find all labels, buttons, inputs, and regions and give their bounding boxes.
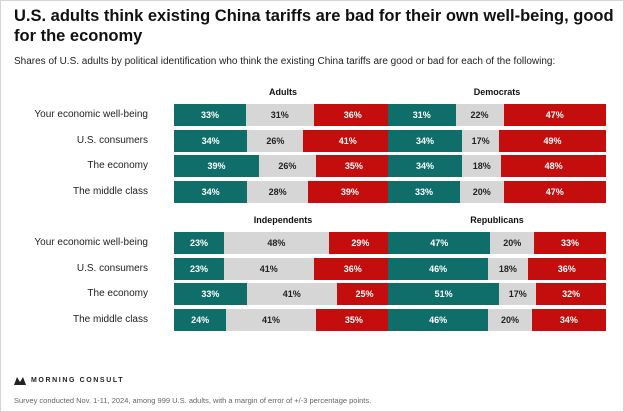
category-label: Your economic well-being bbox=[34, 237, 148, 248]
bar-segment-bad: 47% bbox=[503, 180, 606, 203]
bar-segment-neutral: 41% bbox=[224, 257, 314, 280]
bar-segment-good: 39% bbox=[174, 155, 260, 177]
bar-segment-bad: 36% bbox=[527, 257, 606, 280]
bar-segment-neutral: 20% bbox=[490, 232, 535, 254]
bar-segment-good: 34% bbox=[388, 155, 463, 177]
bar-segment-good: 33% bbox=[388, 180, 460, 203]
bar-segment-neutral: 18% bbox=[488, 257, 528, 280]
bar-segment-neutral: 26% bbox=[247, 129, 304, 152]
bar-segment-good: 33% bbox=[174, 283, 247, 305]
bar-segment-bad: 49% bbox=[499, 129, 606, 152]
bar-segment-good: 46% bbox=[388, 257, 489, 280]
bar-segment-good: 31% bbox=[388, 104, 456, 126]
panel-title: Independents bbox=[253, 215, 313, 225]
stacked-bar: 24% 41% 35% bbox=[174, 308, 392, 331]
panel-republicans: Republicans 47% 20% 33% 46% 18% 36% 51% 17% 32% 46… bbox=[388, 215, 606, 334]
chart-subtitle: Shares of U.S. adults by political ident… bbox=[14, 56, 556, 67]
panel-adults: Adults Your economic well-being 33% 31% 36% U… bbox=[14, 87, 392, 206]
bar-segment-neutral: 26% bbox=[259, 155, 316, 177]
bar-segment-good: 34% bbox=[388, 129, 463, 152]
panel-title: Republicans bbox=[470, 215, 524, 225]
category-label: The economy bbox=[87, 288, 148, 299]
bar-segment-bad: 33% bbox=[534, 232, 606, 254]
stacked-bar: 46% 18% 36% bbox=[388, 257, 606, 280]
stacked-bar: 33% 31% 36% bbox=[174, 104, 392, 126]
bar-segment-bad: 25% bbox=[336, 283, 392, 305]
category-label: U.S. consumers bbox=[76, 262, 148, 274]
bar-segment-bad: 36% bbox=[313, 257, 392, 280]
bar-segment-bad: 39% bbox=[307, 180, 392, 203]
bar-segment-good: 33% bbox=[174, 104, 246, 126]
bar-segment-good: 47% bbox=[388, 232, 491, 254]
stacked-bar: 33% 20% 47% bbox=[388, 180, 606, 203]
bar-segment-neutral: 41% bbox=[246, 283, 337, 305]
bar-segment-good: 51% bbox=[388, 283, 500, 305]
bar-segment-bad: 29% bbox=[328, 232, 392, 254]
category-label: U.S. consumers bbox=[76, 134, 148, 146]
bar-segment-neutral: 41% bbox=[226, 308, 316, 331]
panel-title: Democrats bbox=[473, 87, 521, 97]
stacked-bar: 33% 41% 25% bbox=[174, 283, 392, 305]
bar-segment-good: 34% bbox=[174, 129, 248, 152]
category-label: The economy bbox=[87, 160, 148, 171]
panel-independents: Independents Your economic well-being 23% 4… bbox=[14, 215, 392, 334]
category-label: Your economic well-being bbox=[34, 109, 148, 120]
brand-name: MORNING CONSULT bbox=[31, 377, 125, 384]
bar-segment-good: 23% bbox=[174, 257, 225, 280]
stacked-bar: 34% 26% 41% bbox=[174, 129, 392, 152]
bar-segment-neutral: 20% bbox=[459, 180, 504, 203]
chart-title: U.S. adults think existing China tariffs… bbox=[14, 7, 614, 45]
bar-segment-bad: 32% bbox=[536, 283, 606, 305]
bar-segment-bad: 35% bbox=[315, 308, 392, 331]
stacked-bar: 31% 22% 47% bbox=[388, 104, 606, 126]
bar-segment-neutral: 17% bbox=[499, 283, 537, 305]
stacked-bar: 46% 20% 34% bbox=[388, 308, 606, 331]
stacked-bar: 47% 20% 33% bbox=[388, 232, 606, 254]
bar-segment-bad: 47% bbox=[503, 104, 606, 126]
panel-democrats: Democrats 31% 22% 47% 34% 17% 49% 34% 18% 48% 33% 2… bbox=[388, 87, 606, 206]
stacked-bar: 39% 26% 35% bbox=[174, 155, 392, 177]
category-label: The middle class bbox=[72, 313, 148, 325]
stacked-bar: 51% 17% 32% bbox=[388, 283, 606, 305]
survey-note: Survey conducted Nov. 1-11, 2024, among … bbox=[14, 396, 372, 405]
bar-segment-good: 23% bbox=[174, 232, 225, 254]
bar-segment-bad: 36% bbox=[313, 104, 392, 126]
bar-segment-neutral: 17% bbox=[462, 129, 500, 152]
bar-segment-neutral: 28% bbox=[247, 180, 308, 203]
bar-segment-neutral: 31% bbox=[245, 104, 314, 126]
brand-logo: MORNING CONSULT bbox=[14, 376, 124, 385]
category-label: The middle class bbox=[72, 185, 148, 197]
bar-segment-good: 46% bbox=[388, 308, 489, 331]
bar-segment-bad: 48% bbox=[501, 155, 606, 177]
bar-segment-good: 34% bbox=[174, 180, 248, 203]
bar-segment-neutral: 18% bbox=[462, 155, 502, 177]
morning-consult-logo-icon bbox=[14, 377, 26, 385]
bar-segment-neutral: 20% bbox=[488, 308, 532, 331]
bar-segment-neutral: 22% bbox=[455, 104, 504, 126]
bar-segment-neutral: 48% bbox=[224, 232, 329, 254]
bar-segment-bad: 35% bbox=[315, 155, 392, 177]
panel-title: Adults bbox=[269, 87, 297, 97]
stacked-bar: 34% 17% 49% bbox=[388, 129, 606, 152]
bar-segment-good: 24% bbox=[174, 308, 227, 331]
stacked-bar: 34% 18% 48% bbox=[388, 155, 606, 177]
bar-segment-bad: 41% bbox=[303, 129, 392, 152]
stacked-bar: 34% 28% 39% bbox=[174, 180, 392, 203]
stacked-bar: 23% 48% 29% bbox=[174, 232, 392, 254]
stacked-bar: 23% 41% 36% bbox=[174, 257, 392, 280]
bar-segment-bad: 34% bbox=[531, 308, 606, 331]
